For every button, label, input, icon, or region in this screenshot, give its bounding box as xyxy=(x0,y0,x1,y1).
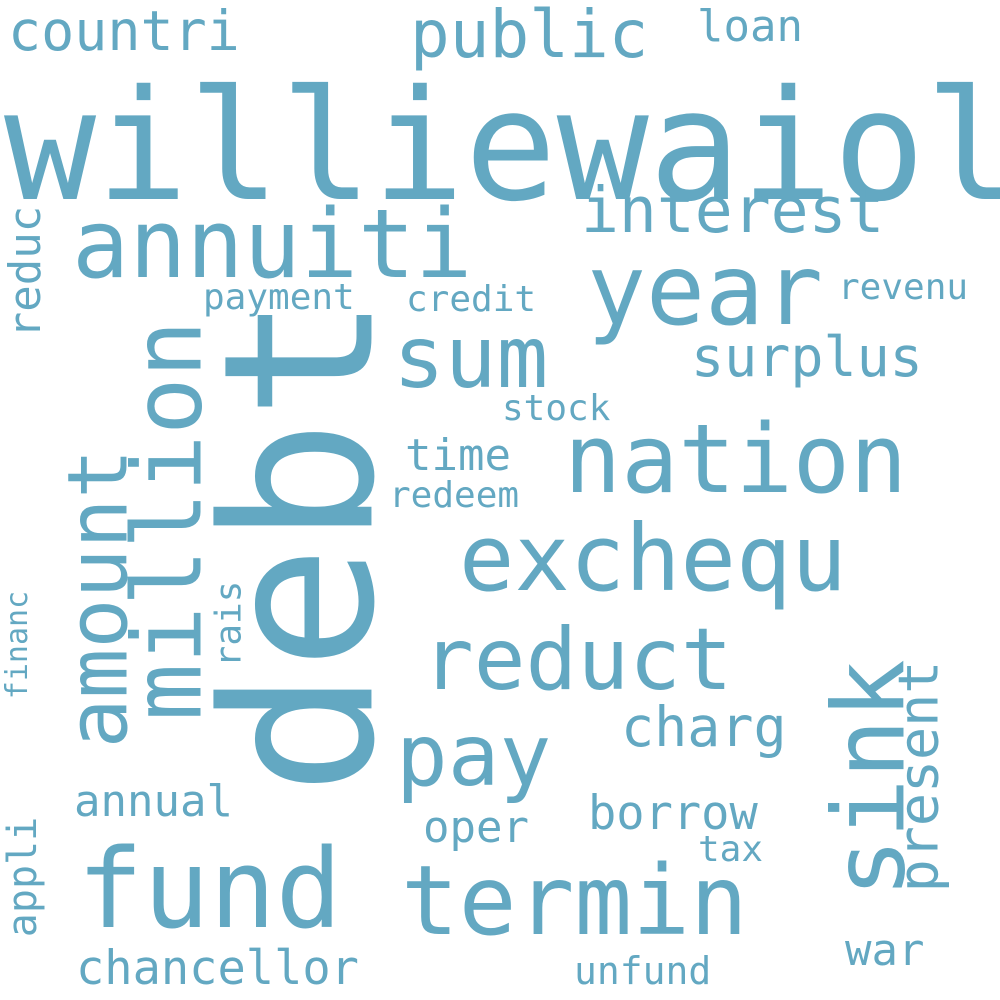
word-revenu: revenu xyxy=(838,267,969,308)
word-reduct: reduct xyxy=(422,610,733,710)
word-appli: appli xyxy=(0,816,47,938)
word-unfund: unfund xyxy=(574,949,712,993)
word-payment: payment xyxy=(203,277,355,318)
word-exchequ: exchequ xyxy=(459,505,847,612)
word-fund: fund xyxy=(77,825,342,953)
word-termin: termin xyxy=(401,845,748,957)
word-rais: rais xyxy=(208,580,250,668)
word-annual: annual xyxy=(74,776,233,827)
word-sum: sum xyxy=(393,308,549,408)
word-chancellor: chancellor xyxy=(76,941,359,996)
word-surplus: surplus xyxy=(691,325,923,389)
word-public: public xyxy=(410,0,649,73)
word-time: time xyxy=(405,430,511,481)
word-tax: tax xyxy=(698,829,764,870)
word-redeem: redeem xyxy=(389,475,520,516)
word-war: war xyxy=(845,925,925,976)
word-borrow: borrow xyxy=(588,786,758,841)
word-debt: debt xyxy=(179,294,422,796)
word-countri: countri xyxy=(8,0,240,63)
word-williewaiola: williewaiola xyxy=(4,58,1000,236)
word-pay: pay xyxy=(396,706,552,806)
word-charg: charg xyxy=(621,695,787,759)
word-loan: loan xyxy=(697,1,803,52)
word-oper: oper xyxy=(423,802,529,853)
word-present: present xyxy=(886,660,951,893)
word-year: year xyxy=(587,234,824,348)
word-annuiti: annuiti xyxy=(72,190,473,300)
word-nation: nation xyxy=(564,405,908,515)
word-credit: credit xyxy=(406,279,537,320)
word-amount: amount xyxy=(49,448,147,749)
word-stock: stock xyxy=(502,388,611,429)
word-reduc: reduc xyxy=(0,205,52,339)
word-financ: financ xyxy=(0,590,36,700)
word-interest: interest xyxy=(581,174,885,247)
